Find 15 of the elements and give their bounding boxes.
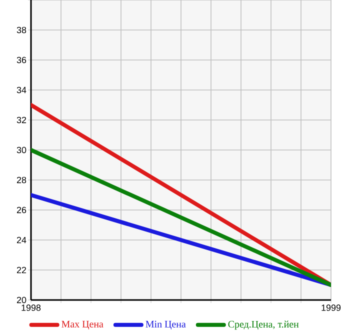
y-tick-label: 26 <box>16 206 26 214</box>
y-tick-label: 20 <box>16 296 26 304</box>
y-tick-label: 34 <box>16 86 26 94</box>
y-tick-label: 32 <box>16 116 26 124</box>
x-tick-label: 1999 <box>322 304 341 311</box>
y-tick-label: 24 <box>16 236 26 244</box>
y-tick-label: 36 <box>16 56 26 64</box>
legend-label: Max Цена <box>62 320 104 330</box>
y-tick-label: 30 <box>16 146 26 154</box>
legend-label: Min Цена <box>146 320 186 330</box>
y-tick-label: 38 <box>16 26 26 34</box>
x-tick-label: 1998 <box>22 304 41 311</box>
legend-label: Сред.Цена, т.йен <box>228 320 299 330</box>
y-tick-label: 28 <box>16 176 26 184</box>
y-tick-label: 22 <box>16 266 26 274</box>
